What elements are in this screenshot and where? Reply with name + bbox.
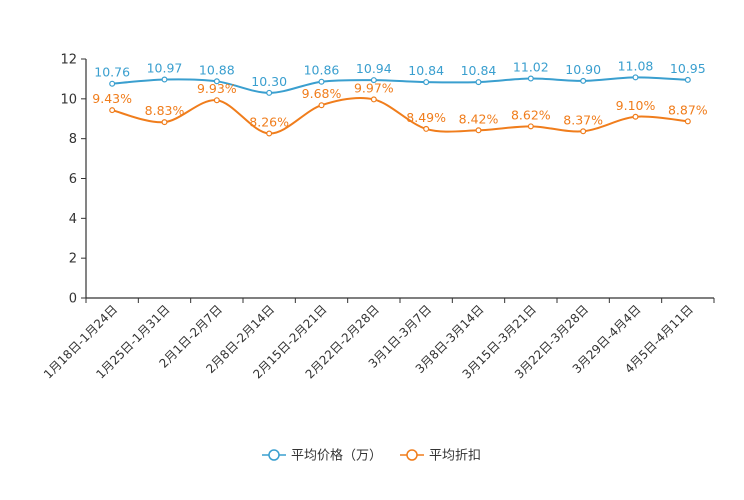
y-tick-label: 12 xyxy=(60,53,77,68)
y-tick-label: 4 xyxy=(69,212,77,227)
legend-marker-price xyxy=(268,449,280,461)
data-label-discount: 8.49% xyxy=(406,110,446,125)
data-point-price xyxy=(370,77,377,84)
data-label-price: 10.30 xyxy=(251,74,287,89)
data-label-price: 10.84 xyxy=(408,63,444,78)
legend-label-price: 平均价格（万） xyxy=(291,448,382,464)
data-point-price xyxy=(527,75,534,82)
y-tick-label: 10 xyxy=(60,92,77,107)
data-point-price xyxy=(684,76,691,83)
series-line-price xyxy=(112,76,688,94)
data-label-discount: 9.10% xyxy=(616,98,656,113)
data-label-price: 10.97 xyxy=(147,61,183,76)
data-label-discount: 8.42% xyxy=(459,111,499,126)
data-label-discount: 9.93% xyxy=(197,81,237,96)
data-point-discount xyxy=(423,125,430,132)
data-point-discount xyxy=(266,130,273,137)
data-point-discount xyxy=(213,97,220,104)
data-point-price xyxy=(266,89,273,96)
data-point-discount xyxy=(632,113,639,120)
data-label-price: 10.94 xyxy=(356,61,392,76)
data-point-discount xyxy=(109,107,116,114)
data-point-price xyxy=(423,79,430,86)
data-label-price: 10.90 xyxy=(565,62,601,77)
y-tick-label: 0 xyxy=(69,292,77,307)
data-point-discount xyxy=(527,123,534,130)
data-point-discount xyxy=(580,128,587,135)
data-point-price xyxy=(632,74,639,81)
data-label-discount: 8.37% xyxy=(563,112,603,127)
data-point-discount xyxy=(475,127,482,134)
data-point-price xyxy=(161,76,168,83)
data-label-price: 11.02 xyxy=(513,60,549,75)
data-label-discount: 8.83% xyxy=(145,103,185,118)
data-label-discount: 9.68% xyxy=(302,86,342,101)
data-point-price xyxy=(475,79,482,86)
data-point-price xyxy=(213,78,220,85)
data-label-price: 11.08 xyxy=(618,58,654,73)
data-point-discount xyxy=(161,119,168,126)
data-point-price xyxy=(580,77,587,84)
y-tick-label: 2 xyxy=(69,252,77,267)
data-point-price xyxy=(318,78,325,85)
y-tick-label: 8 xyxy=(69,132,77,147)
data-label-price: 10.86 xyxy=(304,63,340,78)
data-label-discount: 9.97% xyxy=(354,80,394,95)
data-label-price: 10.76 xyxy=(94,65,130,80)
data-label-price: 10.88 xyxy=(199,62,235,77)
data-point-discount xyxy=(370,96,377,103)
legend-label-discount: 平均折扣 xyxy=(429,449,481,464)
data-label-price: 10.84 xyxy=(461,63,497,78)
data-label-discount: 9.43% xyxy=(92,91,132,106)
data-label-discount: 8.26% xyxy=(249,114,289,129)
data-label-price: 10.95 xyxy=(670,61,706,76)
data-point-discount xyxy=(318,102,325,109)
data-point-price xyxy=(109,80,116,87)
y-tick-label: 6 xyxy=(69,172,77,187)
data-label-discount: 8.87% xyxy=(668,102,708,117)
data-point-discount xyxy=(684,118,691,125)
legend-marker-discount xyxy=(406,449,418,461)
data-label-discount: 8.62% xyxy=(511,107,551,122)
